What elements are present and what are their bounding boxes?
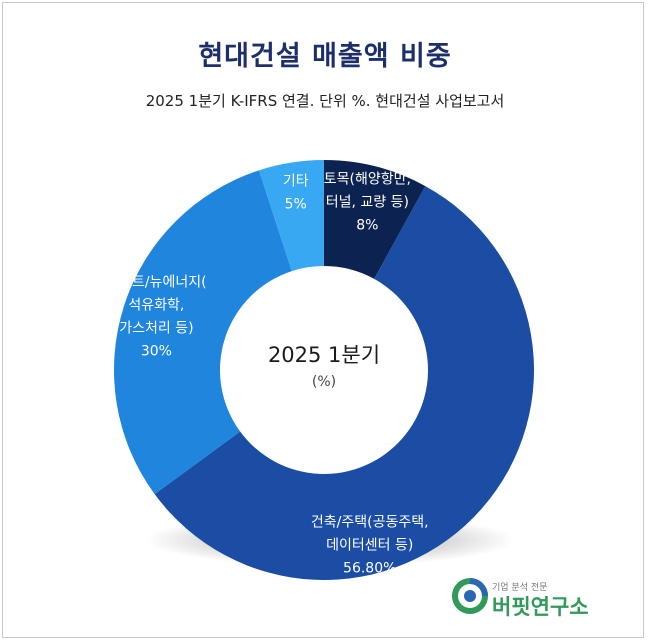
donut-slice (113, 170, 292, 495)
slice-category-label: 데이터센터 등) (326, 537, 413, 553)
slice-category-label: 석유화학, (128, 298, 184, 314)
slice-value-label: 56.80% (343, 560, 396, 576)
chart-title: 현대건설 매출액 비중 (198, 41, 452, 72)
slice-category-label: 터널, 교량 등) (326, 195, 409, 211)
donut-slice (324, 160, 426, 279)
center-unit: (%) (312, 374, 336, 390)
slice-value-label: 30% (141, 344, 172, 360)
chart-subtitle: 2025 1분기 K-IFRS 연결. 단위 %. 현대건설 사업보고서 (145, 92, 505, 110)
slice-category-label: 건축/주택(공동주택, (311, 514, 429, 530)
slice-category-label: 가스처리 등) (119, 321, 193, 337)
donut-slice (258, 160, 324, 272)
slice-category-label: 기타 (283, 173, 309, 189)
logo-tagline: 기업 분석 전문 (492, 583, 548, 593)
logo-icon (452, 578, 488, 614)
slice-value-label: 8% (356, 218, 378, 234)
brand-logo: 기업 분석 전문 버핏연구소 (452, 578, 622, 620)
center-label: 2025 1분기 (268, 343, 380, 367)
donut-slice (154, 186, 534, 580)
logo-name: 버핏연구소 (492, 595, 589, 619)
slice-category-label: 토목(해양항만, (324, 172, 411, 188)
slice-value-label: 5% (285, 196, 307, 212)
slice-category-label: 플랜트/뉴에너지( (106, 275, 206, 291)
